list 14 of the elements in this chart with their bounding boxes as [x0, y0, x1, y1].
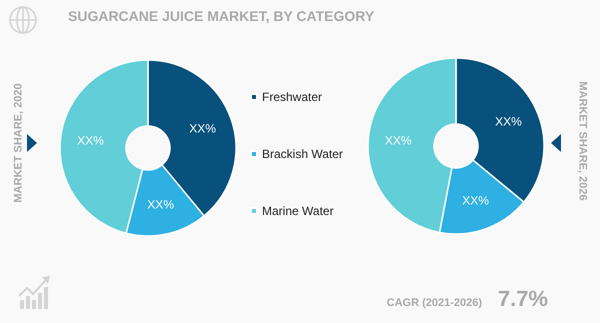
slice-label: MARKET SHARE, 2020 — [12, 83, 24, 203]
legend-label: Freshwater — [262, 90, 322, 104]
data-label: XX% — [77, 134, 104, 148]
data-label: XX% — [384, 134, 412, 148]
text: CAGR (2021-2026) — [386, 297, 482, 309]
data-label: XX% — [147, 198, 174, 212]
data-label: XX% — [189, 121, 216, 136]
legend-label: Brackish Water — [262, 147, 343, 161]
legend-label: Marine Water — [262, 204, 334, 218]
chart-title: SUGARCANE JUICE MARKET, BY CATEGORY — [68, 8, 374, 24]
legend-label: MARKET SHARE, 2026 — [576, 81, 588, 201]
data-label: XX% — [462, 194, 490, 208]
data-label: XX% — [495, 114, 522, 128]
text: 7.7% — [498, 286, 548, 312]
